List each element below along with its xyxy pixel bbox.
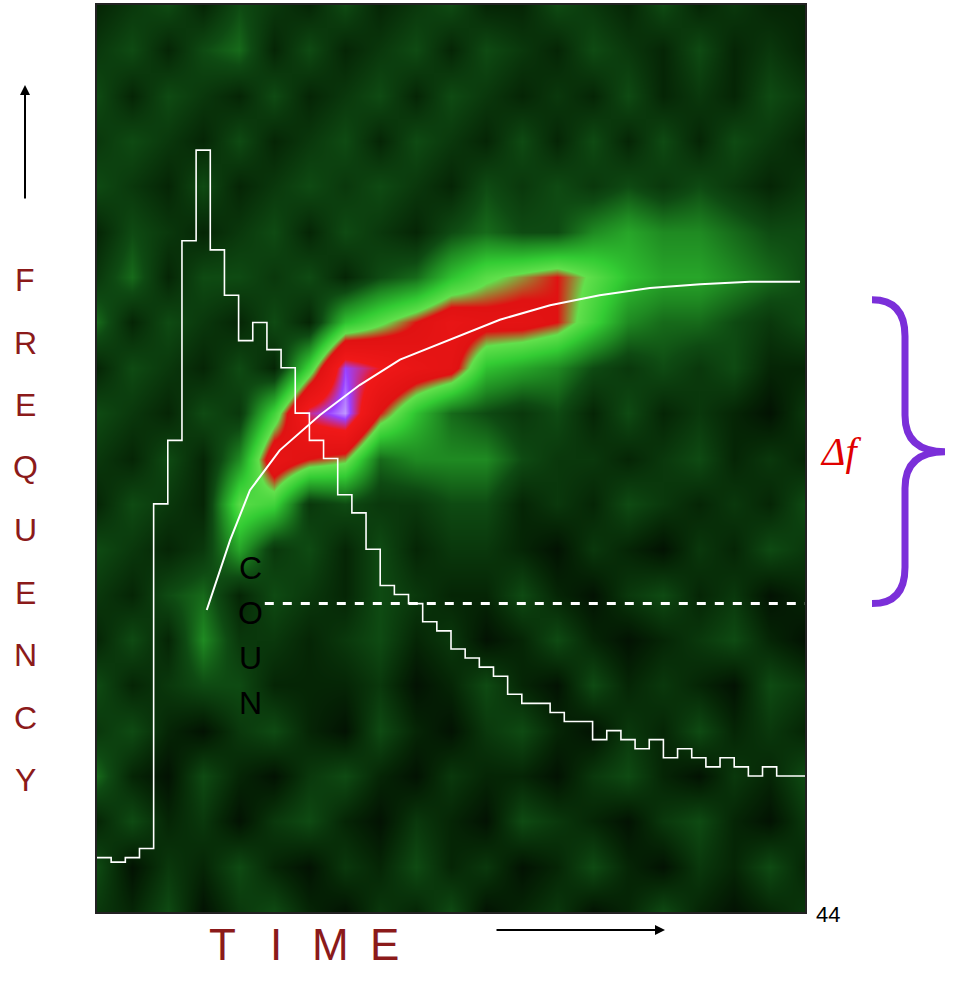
- svg-text:U: U: [239, 640, 262, 676]
- svg-text:F: F: [15, 262, 35, 298]
- svg-text:T: T: [209, 920, 236, 969]
- svg-text:44: 44: [816, 902, 840, 927]
- svg-text:C: C: [14, 700, 37, 736]
- svg-text:Δf: Δf: [820, 429, 861, 474]
- svg-text:O: O: [238, 595, 263, 631]
- svg-text:E: E: [370, 920, 399, 969]
- svg-text:N: N: [239, 685, 262, 721]
- svg-text:U: U: [14, 512, 37, 548]
- svg-text:I: I: [270, 920, 282, 969]
- svg-text:M: M: [312, 920, 349, 969]
- svg-text:N: N: [14, 637, 37, 673]
- svg-text:E: E: [15, 387, 36, 423]
- svg-text:C: C: [239, 550, 262, 586]
- svg-text:Q: Q: [13, 449, 38, 485]
- svg-text:R: R: [14, 325, 37, 361]
- svg-text:E: E: [15, 575, 36, 611]
- svg-text:Y: Y: [15, 762, 36, 798]
